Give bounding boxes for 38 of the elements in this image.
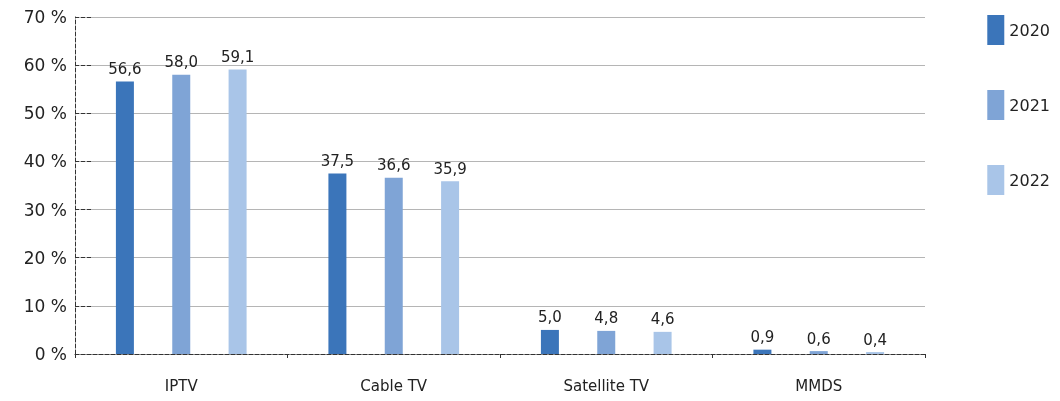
bar bbox=[441, 181, 460, 354]
bar bbox=[328, 173, 347, 354]
y-tick-label: 40 % bbox=[23, 151, 67, 172]
y-tick-label: 20 % bbox=[23, 247, 67, 268]
data-label: 59,1 bbox=[220, 47, 255, 66]
data-label: 58,0 bbox=[164, 53, 198, 72]
data-label: 0,6 bbox=[806, 329, 831, 348]
bar bbox=[384, 177, 403, 354]
data-label: 56,6 bbox=[108, 60, 142, 79]
y-tick-label: 50 % bbox=[23, 103, 67, 124]
bar bbox=[115, 81, 134, 354]
y-tick-label: 30 % bbox=[23, 199, 67, 220]
data-label: 0,4 bbox=[863, 330, 888, 349]
x-tick-label: IPTV bbox=[164, 376, 199, 395]
x-tick-label: Cable TV bbox=[360, 376, 428, 395]
bar bbox=[809, 351, 828, 354]
bar bbox=[540, 329, 559, 354]
bar bbox=[172, 74, 191, 354]
y-tick-label: 0 % bbox=[34, 344, 67, 364]
bar bbox=[597, 330, 616, 354]
bar bbox=[228, 69, 247, 354]
y-tick-label: 70 % bbox=[23, 7, 67, 27]
y-tick-label: 10 % bbox=[23, 295, 67, 316]
legend-label: 2020 bbox=[1009, 20, 1050, 40]
data-label: 4,8 bbox=[594, 309, 619, 328]
x-tick-label: Satellite TV bbox=[563, 376, 650, 395]
legend-label: 2022 bbox=[1009, 170, 1050, 190]
data-label: 5,0 bbox=[537, 308, 562, 327]
data-label: 35,9 bbox=[433, 159, 467, 178]
data-label: 4,6 bbox=[650, 310, 675, 329]
x-tick-label: MMDS bbox=[795, 376, 843, 395]
y-tick-label: 60 % bbox=[23, 55, 67, 76]
bar bbox=[753, 349, 772, 354]
data-label: 37,5 bbox=[320, 151, 355, 170]
data-label: 36,6 bbox=[377, 156, 411, 175]
bar bbox=[653, 331, 672, 354]
legend-label: 2021 bbox=[1009, 95, 1050, 115]
data-label: 0,9 bbox=[750, 328, 775, 347]
